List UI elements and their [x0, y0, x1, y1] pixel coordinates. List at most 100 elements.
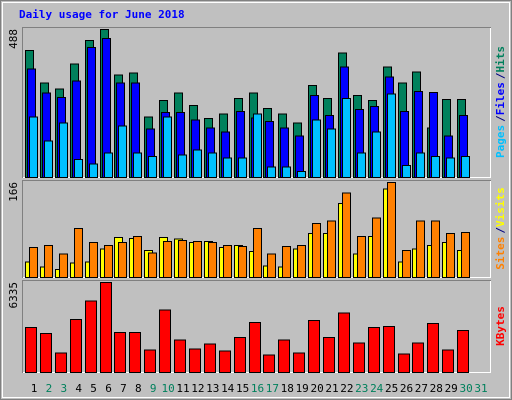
bar	[253, 113, 262, 179]
bar	[297, 170, 306, 179]
bar	[174, 339, 186, 373]
legend: KBytes	[494, 306, 507, 346]
bar	[29, 247, 38, 279]
bar	[457, 330, 469, 373]
bar	[118, 125, 127, 178]
x-tick-label: 19	[296, 382, 309, 395]
legend-entry: KBytes	[494, 306, 507, 346]
bar	[104, 152, 113, 178]
x-tick-label: 13	[206, 382, 219, 395]
x-tick-label: 24	[370, 382, 384, 395]
legend-separator: /	[494, 227, 507, 234]
bar	[74, 227, 83, 278]
x-tick-label: 9	[150, 382, 157, 395]
bar	[416, 152, 425, 178]
bar	[372, 131, 381, 178]
bar	[342, 98, 351, 178]
x-tick-label: 1	[31, 382, 38, 395]
x-tick-label: 11	[176, 382, 189, 395]
x-tick-label: 8	[135, 382, 142, 395]
bar	[312, 223, 321, 278]
bar	[204, 343, 216, 374]
bar	[368, 326, 380, 373]
bar	[446, 157, 455, 178]
bar	[461, 231, 470, 278]
x-tick-label: 2	[46, 382, 53, 395]
bar	[327, 220, 336, 278]
bar	[55, 352, 67, 374]
legend-entry: Sites	[494, 237, 507, 270]
bar	[223, 244, 232, 279]
y-tick-label: 166	[7, 182, 20, 202]
bar	[372, 217, 381, 279]
bar	[129, 332, 141, 373]
bar	[29, 116, 38, 178]
bar	[114, 332, 126, 373]
chart-title: Daily usage for June 2018	[19, 8, 185, 21]
bar	[144, 349, 156, 374]
bar	[100, 282, 112, 373]
x-tick-label: 6	[105, 382, 112, 395]
x-tick-label: 17	[266, 382, 279, 395]
bar	[148, 252, 157, 279]
bar	[178, 154, 187, 179]
bar	[104, 244, 113, 279]
bar	[253, 227, 262, 278]
bar	[427, 322, 439, 373]
x-tick-label: 3	[60, 382, 67, 395]
bar	[44, 140, 53, 178]
bar	[267, 166, 276, 178]
bar	[282, 166, 291, 178]
bar	[59, 253, 68, 279]
bar	[59, 122, 68, 178]
bar	[193, 149, 202, 179]
bar	[44, 244, 53, 279]
bar	[263, 354, 275, 374]
bar	[327, 128, 336, 178]
bar	[133, 152, 142, 178]
bar	[74, 158, 83, 179]
legend-entry: Files	[494, 82, 507, 115]
bar	[431, 220, 440, 278]
bar	[278, 339, 290, 373]
bar	[87, 47, 96, 179]
bar	[25, 326, 37, 373]
bar	[402, 250, 411, 279]
bar	[70, 318, 82, 373]
bar	[431, 155, 440, 178]
bar	[402, 164, 411, 178]
legend: Pages/Files/Hits	[494, 46, 507, 158]
bar	[85, 300, 97, 374]
bar	[89, 242, 98, 278]
bar	[297, 244, 306, 279]
bar	[398, 353, 410, 374]
x-tick-label: 15	[236, 382, 249, 395]
legend-entry: Hits	[494, 46, 507, 73]
x-tick-label: 23	[355, 382, 368, 395]
legend-separator: /	[494, 115, 507, 122]
x-tick-label: 25	[385, 382, 398, 395]
bar	[163, 116, 172, 178]
x-tick-label: 20	[310, 382, 323, 395]
bar	[238, 157, 247, 178]
bar	[208, 242, 217, 278]
bar	[238, 246, 247, 279]
x-tick-label: 7	[120, 382, 127, 395]
bar	[234, 337, 246, 373]
bar	[412, 342, 424, 373]
bar	[40, 333, 52, 373]
x-tick-label: 31	[474, 382, 487, 395]
y-tick-label: 488	[7, 29, 20, 49]
x-tick-label: 16	[251, 382, 264, 395]
bar	[193, 240, 202, 279]
bar	[387, 182, 396, 278]
x-tick-label: 27	[415, 382, 428, 395]
x-tick-label: 5	[90, 382, 97, 395]
bar	[353, 342, 365, 373]
bar	[163, 240, 172, 279]
x-tick-label: 29	[445, 382, 458, 395]
bar	[383, 325, 395, 373]
bar	[442, 349, 454, 374]
